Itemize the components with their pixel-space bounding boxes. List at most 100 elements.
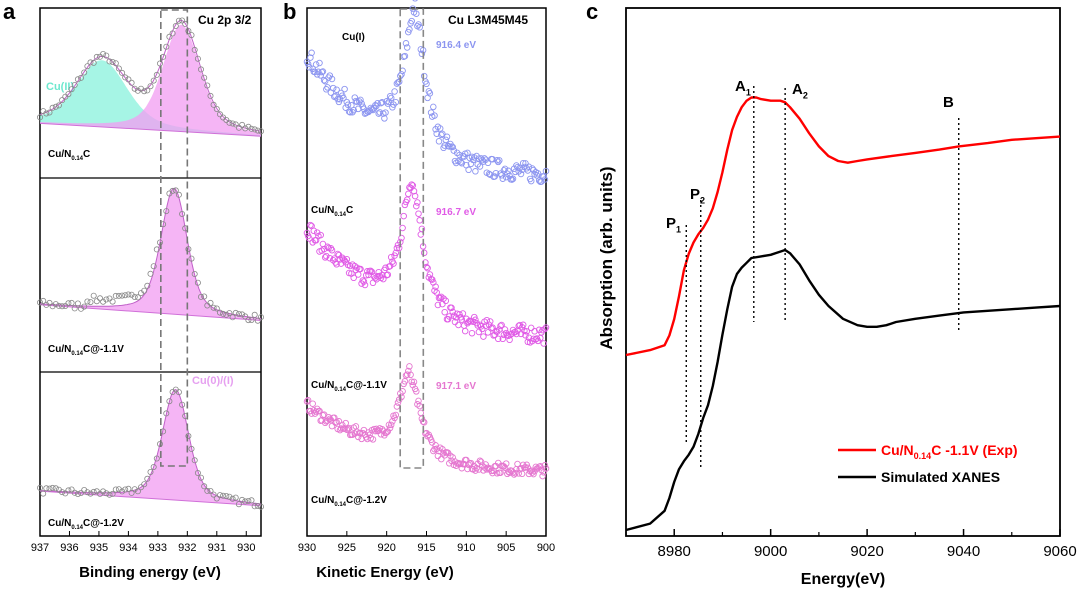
panel-a-data-point	[201, 293, 208, 300]
panel-b-data-point	[519, 321, 527, 329]
panel-b-data-point	[489, 155, 496, 163]
panel-b-data-point	[438, 131, 445, 139]
panel-b-data-point	[356, 98, 363, 105]
panel-a-data-point	[220, 310, 227, 317]
panel-b-data-point	[392, 98, 400, 106]
panel-b-data-point	[519, 159, 527, 167]
panel-a-data-point	[68, 86, 75, 93]
panel-a-data-point	[128, 79, 135, 86]
panel-b-data-point	[493, 157, 501, 164]
panel-a-data-point	[150, 77, 157, 84]
panel-b-data-point	[531, 328, 538, 335]
panel-a-data-point	[122, 292, 129, 299]
panel-b-data-point	[323, 252, 330, 260]
panel-b-data-point	[455, 321, 462, 329]
panel-a-data-point	[93, 298, 100, 305]
panel-b-data-point	[392, 411, 400, 419]
panel-b-data-point	[384, 271, 392, 278]
panel-b-data-point	[367, 267, 374, 275]
panel-b-data-point	[534, 170, 542, 177]
panel-a-data-point	[84, 298, 91, 305]
panel-c-feature-label-p2-sub: 2	[700, 196, 705, 206]
panel-b-data-point	[321, 419, 329, 427]
panel-a-data-point	[119, 488, 126, 495]
panel-a-sample-label-tail: C@-1.1V	[83, 344, 124, 355]
panel-a-data-point	[134, 294, 141, 301]
panel-a-data-point	[248, 125, 255, 132]
panel-a-data-point	[239, 311, 246, 318]
panel-b-data-point	[443, 133, 451, 141]
panel-b-data-point	[436, 125, 444, 132]
panel-a-data-point	[100, 488, 107, 495]
panel-b-data-point	[433, 289, 440, 296]
panel-a-data-point	[188, 445, 195, 452]
panel-b-data-point	[380, 427, 387, 435]
panel-b-data-point	[413, 10, 420, 17]
panel-b-data-point	[525, 334, 533, 341]
panel-a-data-point	[109, 490, 116, 497]
panel-b-data-point	[472, 316, 479, 324]
panel-a-data-point	[84, 489, 91, 496]
panel-c-xlabel: Energy(eV)	[801, 571, 885, 588]
panel-b-data-point	[413, 202, 420, 210]
panel-b-peak-label: 917.1 eV	[436, 381, 476, 392]
panel-a-data-point	[141, 287, 148, 294]
panel-b-data-point	[407, 371, 414, 379]
panel-c-feature-label-p1-sub: 1	[676, 225, 681, 235]
panel-b-data-point	[399, 224, 406, 232]
panel-b-data-point	[335, 418, 343, 425]
panel-b-data-point	[307, 221, 314, 229]
panel-a-data-point	[235, 501, 242, 508]
panel-c-legend-label-main: Simulated XANES	[881, 469, 1000, 485]
panel-a-data-point	[153, 455, 160, 462]
panel-b-data-point	[525, 163, 533, 171]
panel-b-data-point	[442, 297, 450, 305]
panel-a-data-point	[191, 270, 198, 277]
panel-a-data-point	[71, 489, 78, 496]
panel-b-data-point	[527, 324, 535, 332]
panel-label-b: b	[283, 0, 296, 24]
panel-a-data-point	[150, 463, 157, 470]
panel-b-data-point	[386, 93, 394, 100]
panel-b-data-point	[346, 109, 354, 116]
panel-a-xtick-label: 935	[90, 542, 108, 554]
panel-b-data-point	[427, 109, 435, 116]
panel-b-data-point	[303, 229, 311, 237]
panel-b-data-point	[514, 327, 521, 334]
panel-b-data-point	[316, 59, 323, 67]
panel-a-data-point	[37, 299, 44, 306]
panel-c-feature-label-a2-main: A	[792, 81, 803, 98]
panel-b-data-point	[354, 271, 362, 278]
panel-b-data-point	[492, 169, 500, 177]
panel-a-data-point	[197, 474, 204, 481]
panel-a-data-point	[106, 295, 113, 302]
panel-b-data-point	[362, 272, 370, 279]
panel-b-data-point	[321, 254, 329, 261]
panel-a-data-point	[194, 55, 201, 62]
panel-a-data-point	[46, 109, 53, 116]
panel-b-data-point	[374, 99, 381, 107]
panel-a-data-point	[213, 305, 220, 312]
panel-a-data-point	[141, 481, 148, 488]
panel-a-data-point	[216, 492, 223, 499]
panel-a-data-point	[119, 69, 126, 76]
panel-b-data-point	[328, 246, 336, 254]
panel-a-data-point	[125, 485, 132, 492]
panel-a-sample-label-sub: 0.14	[71, 525, 83, 531]
panel-a-data-point	[220, 492, 227, 499]
panel-b-data-point	[308, 49, 315, 57]
panel-b-data-point	[431, 112, 438, 119]
panel-a-data-point	[115, 65, 122, 72]
panel-b-sample-label: Cu/N0.14C@-1.2V	[311, 495, 387, 508]
panel-a-data-point	[185, 246, 192, 253]
panel-b-data-point	[516, 321, 524, 329]
panel-b-data-point	[317, 231, 324, 239]
panel-b-data-point	[432, 283, 439, 290]
panel-b-data-point	[420, 419, 428, 426]
panel-a-data-point	[59, 489, 66, 496]
panel-b-data-point	[406, 363, 413, 370]
panel-c-feature-label-a1-sub: 1	[746, 88, 751, 98]
panel-a-data-point	[52, 485, 59, 492]
panel-a-data-point	[245, 497, 252, 504]
panel-b-data-point	[340, 94, 347, 102]
